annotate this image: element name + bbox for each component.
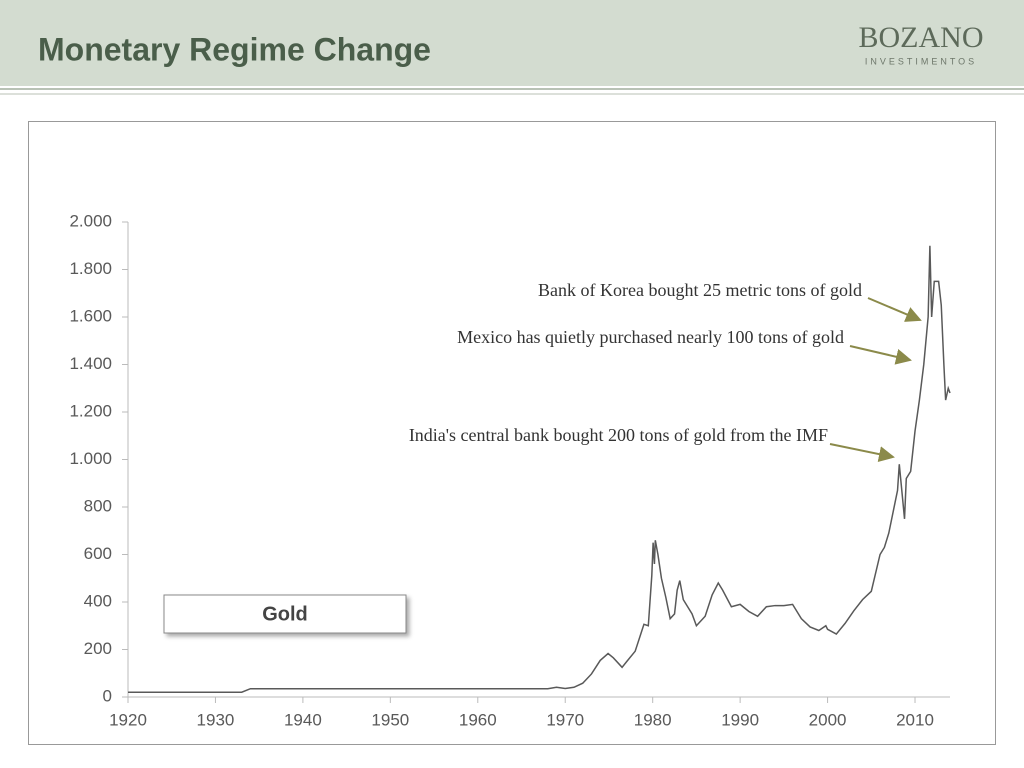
x-tick-label: 1970: [546, 710, 584, 729]
annotation: India's central bank bought 200 tons of …: [409, 425, 828, 445]
y-tick-label: 800: [84, 496, 112, 515]
x-tick-label: 2000: [809, 710, 847, 729]
x-tick-label: 1950: [371, 710, 409, 729]
plot: 0 200 400 600 800 1.000 1.200 1.400 1.600 1.800 2.…: [69, 211, 951, 729]
slide-title: Monetary Regime Change: [38, 31, 431, 67]
logo-sub: INVESTIMENTOS: [865, 56, 977, 66]
y-tick-label: 1.400: [69, 354, 112, 373]
data-line: [128, 245, 951, 693]
y-tick-label: 600: [84, 544, 112, 563]
x-tick-label: 1990: [721, 710, 759, 729]
y-tick-label: 1.000: [69, 449, 112, 468]
y-tick-label: 0: [103, 686, 112, 705]
chart-frame: [28, 121, 996, 745]
y-tick-label: 200: [84, 639, 112, 658]
y-tick-label: 1.600: [69, 306, 112, 325]
x-tick-label: 1940: [284, 710, 322, 729]
annotation: Mexico has quietly purchased nearly 100 …: [457, 327, 844, 347]
x-tick-label: 1920: [109, 710, 147, 729]
header-band: [0, 0, 1024, 86]
y-tick-label: 1.800: [69, 259, 112, 278]
legend-box: [163, 594, 407, 634]
annotation: Bank of Korea bought 25 metric tons of g…: [538, 280, 862, 300]
arrow: [829, 443, 895, 463]
y-tick-label: 400: [84, 591, 112, 610]
y-tick-label: 1.200: [69, 401, 112, 420]
y-tick-label: 2.000: [69, 211, 112, 230]
x-tick-label: 2010: [896, 710, 934, 729]
x-tick-label: 1930: [197, 710, 235, 729]
x-tick-label: 1960: [459, 710, 497, 729]
arrow: [849, 345, 912, 365]
logo: BOZANO: [859, 21, 984, 54]
x-tick-label: 1980: [634, 710, 672, 729]
arrow: [867, 297, 922, 322]
legend-label: Gold: [262, 603, 308, 625]
